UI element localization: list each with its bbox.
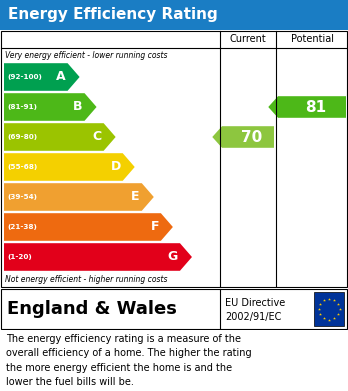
Text: 81: 81 [306, 99, 326, 115]
Text: (21-38): (21-38) [7, 224, 37, 230]
Polygon shape [4, 153, 135, 181]
Text: The energy efficiency rating is a measure of the
overall efficiency of a home. T: The energy efficiency rating is a measur… [6, 334, 252, 387]
Polygon shape [4, 183, 154, 211]
Polygon shape [4, 93, 96, 121]
Text: A: A [56, 70, 66, 84]
Text: B: B [73, 100, 82, 113]
Text: (69-80): (69-80) [7, 134, 37, 140]
Text: Not energy efficient - higher running costs: Not energy efficient - higher running co… [5, 276, 167, 285]
Polygon shape [4, 213, 173, 241]
Text: Current: Current [230, 34, 266, 44]
Polygon shape [4, 123, 116, 151]
Polygon shape [4, 63, 80, 91]
Text: 70: 70 [242, 129, 263, 145]
Text: D: D [110, 160, 121, 174]
Text: (92-100): (92-100) [7, 74, 42, 80]
Text: Potential: Potential [291, 34, 333, 44]
Text: C: C [93, 131, 102, 143]
Text: (1-20): (1-20) [7, 254, 32, 260]
Text: EU Directive: EU Directive [225, 298, 285, 308]
Polygon shape [268, 96, 346, 118]
Polygon shape [212, 126, 274, 148]
Bar [314, 292, 344, 326]
Text: England & Wales: England & Wales [7, 300, 177, 318]
Text: (39-54): (39-54) [7, 194, 37, 200]
Text: (55-68): (55-68) [7, 164, 37, 170]
Text: Very energy efficient - lower running costs: Very energy efficient - lower running co… [5, 51, 167, 60]
Text: F: F [150, 221, 159, 233]
Text: 2002/91/EC: 2002/91/EC [225, 312, 282, 321]
Text: E: E [131, 190, 140, 203]
Text: (81-91): (81-91) [7, 104, 37, 110]
Polygon shape [4, 243, 192, 271]
Text: G: G [168, 251, 178, 264]
Text: Energy Efficiency Rating: Energy Efficiency Rating [8, 7, 218, 23]
